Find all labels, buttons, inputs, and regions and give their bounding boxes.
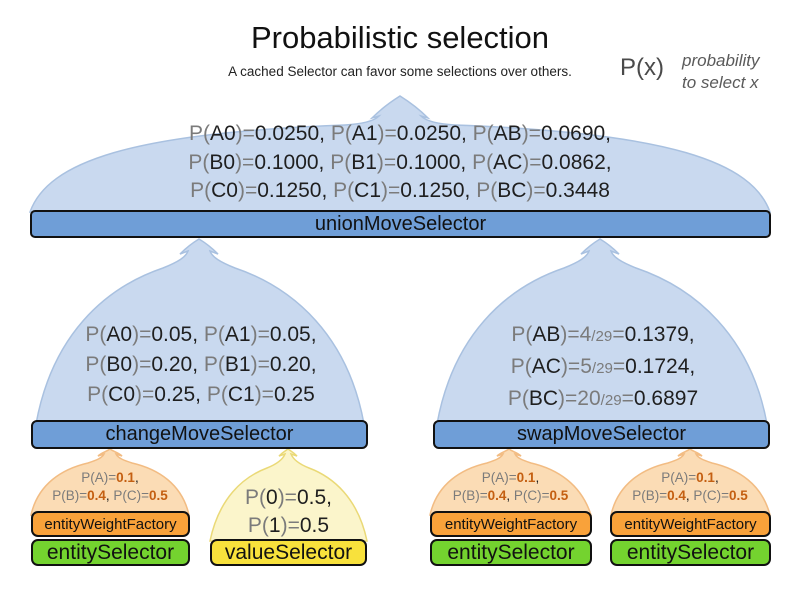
probability-line: P(C0)=0.1250, P(C1)=0.1250, P(BC)=0.3448 xyxy=(190,179,610,202)
value-funnel-shape xyxy=(209,448,368,542)
probability-line: P(B)=0.4, P(C)=0.5 xyxy=(52,488,168,503)
probability-line: P(1)=0.5 xyxy=(247,514,330,537)
probability-line: P(BC)=20/29=0.6897 xyxy=(507,387,699,410)
entity-weight-probabilities: P(A)=0.1, P(B)=0.4, P(C)=0.5 xyxy=(429,469,592,505)
entity-weight-factory-bar: entityWeightFactory xyxy=(610,511,771,537)
entity-weight-funnel-shape xyxy=(429,448,593,516)
probability-line: P(B)=0.4, P(C)=0.5 xyxy=(632,488,748,503)
diagram-title: Probabilistic selection xyxy=(250,20,550,55)
probability-line: P(B)=0.4, P(C)=0.5 xyxy=(452,488,569,503)
entity-selector-bar: entitySelector xyxy=(610,539,771,566)
swap-move-selector-bar: swapMoveSelector xyxy=(433,420,770,449)
entity-weight-probabilities: P(A)=0.1, P(B)=0.4, P(C)=0.5 xyxy=(30,469,190,505)
diagram-subtitle: A cached Selector can favor some selecti… xyxy=(228,64,572,79)
change-funnel-shape xyxy=(35,238,365,425)
union-move-selector-bar: unionMoveSelector xyxy=(30,210,771,238)
value-probabilities: P(0)=0.5, P(1)=0.5 xyxy=(210,484,367,540)
union-probabilities: P(A0)=0.0250, P(A1)=0.0250, P(AB)=0.0690… xyxy=(100,120,700,206)
legend-symbol: P(x) xyxy=(620,54,664,81)
entity-weight-funnel-shape xyxy=(30,448,190,516)
entity-weight-factory-bar: entityWeightFactory xyxy=(31,511,190,537)
probability-line: P(B0)=0.20, P(B1)=0.20, xyxy=(85,353,317,376)
union-funnel-shape xyxy=(28,95,772,213)
probability-line: P(B0)=0.1000, P(B1)=0.1000, P(AC)=0.0862… xyxy=(188,150,612,174)
change-move-selector-bar: changeMoveSelector xyxy=(31,420,368,449)
probability-line: P(A)=0.1, xyxy=(661,470,719,485)
probability-line: P(A0)=0.0250, P(A1)=0.0250, P(AB)=0.0690… xyxy=(188,122,612,145)
probability-line: P(A0)=0.05, P(A1)=0.05, xyxy=(85,323,317,346)
swap-probabilities: P(AB)=4/29=0.1379, P(AC)=5/29=0.1724, P(… xyxy=(437,320,769,416)
legend-description: probability to select x xyxy=(682,50,760,94)
probability-line: P(A)=0.1, xyxy=(481,470,540,485)
legend-description-line: probability xyxy=(682,51,760,70)
legend-description-line: to select x xyxy=(682,73,759,92)
probability-line: P(AB)=4/29=0.1379, xyxy=(511,323,695,346)
entity-selector-bar: entitySelector xyxy=(31,539,190,566)
swap-funnel-shape xyxy=(436,238,768,425)
probability-line: P(C0)=0.25, P(C1)=0.25 xyxy=(87,383,315,406)
probability-line: P(0)=0.5, xyxy=(245,486,332,509)
entity-selector-bar: entitySelector xyxy=(430,539,592,566)
entity-weight-factory-bar: entityWeightFactory xyxy=(430,511,592,537)
entity-weight-probabilities: P(A)=0.1, P(B)=0.4, P(C)=0.5 xyxy=(609,469,771,505)
value-selector-bar: valueSelector xyxy=(210,539,367,566)
probability-line: P(A)=0.1, xyxy=(81,470,139,485)
change-probabilities: P(A0)=0.05, P(A1)=0.05, P(B0)=0.20, P(B1… xyxy=(36,320,366,410)
probability-line: P(AC)=5/29=0.1724, xyxy=(510,355,696,378)
entity-weight-funnel-shape xyxy=(610,448,771,516)
